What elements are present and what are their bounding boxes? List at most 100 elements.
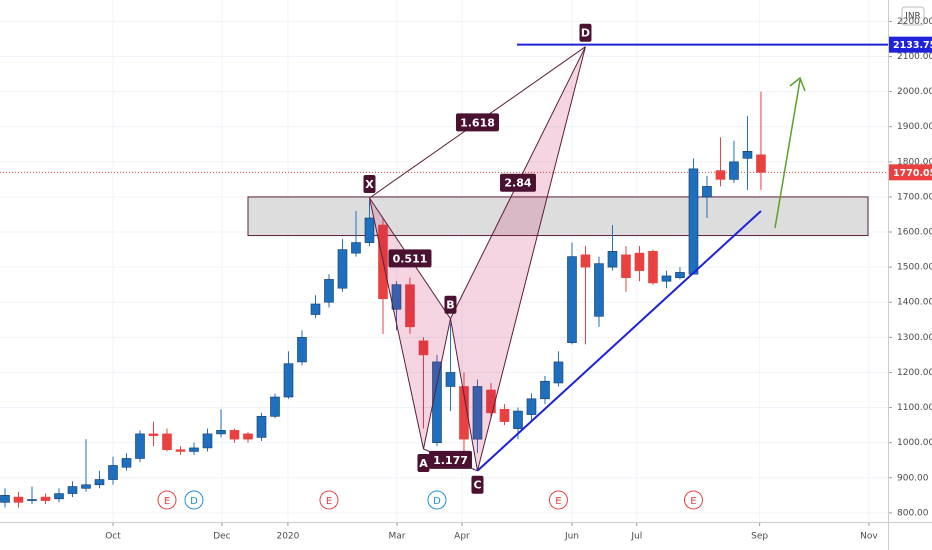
event-marker[interactable] xyxy=(319,490,339,510)
candle-body xyxy=(94,479,105,486)
candle-body xyxy=(648,251,658,284)
candle-body xyxy=(756,154,766,173)
candle-body xyxy=(0,495,10,503)
candle-body xyxy=(364,217,375,243)
candle-body xyxy=(81,484,91,489)
x-tick-label: Nov xyxy=(860,532,878,542)
candle-body xyxy=(202,433,213,449)
ratio-label: 0.511 xyxy=(393,252,428,265)
event-marker[interactable] xyxy=(427,490,447,510)
price-label-box xyxy=(889,36,932,53)
x-tick-label: Sep xyxy=(751,532,768,542)
candle-body xyxy=(526,398,537,415)
candle-body xyxy=(256,416,267,438)
ratio-box xyxy=(499,173,536,192)
y-tick-label: 1400.00 xyxy=(897,298,932,308)
y-tick-label: 1500.00 xyxy=(897,263,932,273)
pattern-point-label: D xyxy=(581,27,590,40)
candle-body xyxy=(499,409,510,422)
y-tick-label: 1200.00 xyxy=(897,368,932,378)
pattern-point-box xyxy=(579,23,592,42)
candle-body xyxy=(162,433,172,450)
candle-body xyxy=(283,363,294,398)
candle-body xyxy=(540,380,550,400)
currency[interactable]: INR xyxy=(905,12,921,22)
candle-body xyxy=(675,272,685,278)
price-label-box xyxy=(889,164,932,181)
candle-body xyxy=(661,275,672,282)
candle-body xyxy=(594,263,604,317)
candle-body xyxy=(175,449,186,452)
ratio-box xyxy=(455,113,499,132)
candle-body xyxy=(121,458,132,468)
pattern-point-label: X xyxy=(365,178,374,191)
currency-button[interactable] xyxy=(901,6,925,26)
pattern-point-box xyxy=(444,295,457,314)
event-label: E xyxy=(555,496,561,507)
candle-body xyxy=(432,361,442,443)
pattern-point-box xyxy=(363,174,376,193)
y-tick-label: 900.00 xyxy=(897,473,929,483)
y-tick-label: 1900.00 xyxy=(897,122,932,132)
candle-body xyxy=(148,433,159,436)
candle-body xyxy=(688,168,699,275)
pattern-point-box xyxy=(417,453,430,472)
event-marker[interactable] xyxy=(184,490,204,510)
y-tick-label: 1000.00 xyxy=(897,438,932,448)
candle-body xyxy=(13,496,24,503)
trendline xyxy=(476,210,762,472)
y-tick-label: 1300.00 xyxy=(897,333,932,343)
candle-body xyxy=(445,372,456,387)
y-tick-label: 2000.00 xyxy=(897,87,932,97)
y-tick-label: 1100.00 xyxy=(897,403,932,413)
candle-body xyxy=(580,254,591,268)
candle-body xyxy=(108,465,118,480)
price-label: 1770.05 xyxy=(893,168,932,179)
event-marker[interactable] xyxy=(157,490,177,510)
event-label: D xyxy=(190,496,198,507)
x-tick-label: Jun xyxy=(564,532,579,542)
candle-body xyxy=(391,284,402,310)
x-tick-label: Mar xyxy=(389,532,406,542)
event-marker[interactable] xyxy=(548,490,568,510)
x-tick-label: 2020 xyxy=(276,532,299,542)
y-tick-label: 2100.00 xyxy=(897,52,932,62)
candle-body xyxy=(40,496,51,501)
x-tick-label: Apr xyxy=(454,532,470,542)
candle-body xyxy=(553,361,564,384)
arrow xyxy=(774,76,806,229)
event-label: E xyxy=(690,496,696,507)
ratio-box xyxy=(388,249,432,268)
zone xyxy=(247,196,869,237)
candle-body xyxy=(567,256,577,343)
x-tick-label: Jul xyxy=(630,532,642,542)
ratio-box xyxy=(428,450,472,469)
event-marker[interactable] xyxy=(683,490,703,510)
pattern-point-box xyxy=(471,475,484,494)
candle-body xyxy=(324,279,334,303)
y-tick-label: 1700.00 xyxy=(897,192,932,202)
candle-body xyxy=(229,430,240,440)
candle-body xyxy=(189,447,199,452)
candle-body xyxy=(472,386,483,440)
candle-body xyxy=(270,396,280,417)
ratio-label: 1.618 xyxy=(460,116,495,129)
event-label: E xyxy=(164,496,170,507)
ratio-label: 2.84 xyxy=(504,177,531,190)
candle-body xyxy=(418,340,429,356)
x-tick-label: Dec xyxy=(213,532,230,542)
candle-body xyxy=(729,161,739,180)
candle-body xyxy=(742,150,753,159)
candle-body xyxy=(702,186,712,198)
x-tick-label: Oct xyxy=(105,532,121,542)
candle-body xyxy=(216,430,226,435)
candle-body xyxy=(607,251,618,268)
y-tick-label: 800.00 xyxy=(897,508,929,518)
price-label: 2133.75 xyxy=(893,40,932,51)
candle-body xyxy=(715,170,726,180)
candle-body xyxy=(513,410,523,429)
candle-body xyxy=(54,493,64,500)
candle-body xyxy=(297,337,307,363)
candle-body xyxy=(351,242,361,254)
